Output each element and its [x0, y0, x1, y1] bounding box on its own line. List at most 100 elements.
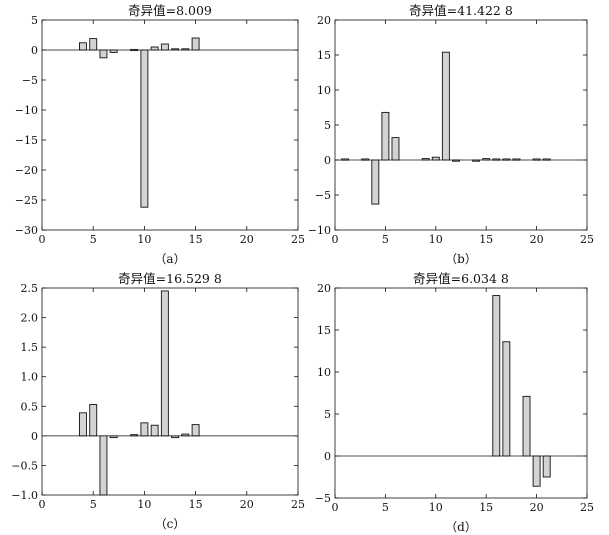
- y-tick-label: −30: [15, 224, 38, 237]
- bar: [171, 435, 180, 439]
- bar: [381, 111, 390, 161]
- bar: [492, 295, 501, 457]
- y-tick-label: −5: [315, 189, 331, 202]
- subplot-title: 奇异值=41.422 8: [409, 3, 513, 18]
- y-tick-label: 0: [31, 44, 38, 57]
- subplot-caption: （d）: [445, 520, 477, 534]
- bar: [542, 158, 551, 161]
- y-tick-label: −25: [15, 194, 38, 207]
- bar: [130, 434, 139, 437]
- y-tick-label: 0: [31, 430, 38, 443]
- bar: [522, 395, 531, 457]
- y-tick-label: 5: [324, 119, 331, 132]
- y-tick-label: −10: [15, 104, 38, 117]
- y-tick-label: −1.0: [11, 489, 38, 502]
- bar: [160, 290, 169, 437]
- bar: [191, 424, 200, 437]
- bar: [109, 49, 118, 53]
- y-tick-label: 1.0: [21, 371, 39, 384]
- bar: [532, 158, 541, 161]
- bar: [542, 455, 551, 478]
- subplot-title: 奇异值=6.034 8: [413, 271, 509, 286]
- subplot-1: 0 5 10 15 20 25 −10 −5 0 5 10 15 20 奇异值=41.422 8 （b）: [308, 3, 594, 266]
- y-tick-label: 10: [317, 366, 331, 379]
- bar: [160, 43, 169, 51]
- bar: [492, 158, 501, 161]
- x-tick-label: 5: [90, 498, 97, 511]
- plot-frame: [334, 287, 588, 499]
- bar: [472, 159, 481, 162]
- x-tick-label: 0: [39, 498, 46, 511]
- x-tick-label: 5: [90, 233, 97, 246]
- y-tick-label: 15: [317, 49, 331, 62]
- x-tick-label: 15: [479, 501, 493, 514]
- bar: [109, 435, 118, 439]
- y-tick-label: 0.5: [21, 400, 39, 413]
- bar: [171, 48, 180, 51]
- x-tick-label: 5: [382, 233, 389, 246]
- subplot-caption: （a）: [154, 252, 185, 266]
- x-tick-label: 25: [580, 233, 594, 246]
- y-tick-label: 5: [31, 14, 38, 27]
- subplot-0: 0 5 10 15 20 25 −30 −25 −20 −15 −10 −5 0 5 奇异值=8.009 （a…: [15, 3, 305, 266]
- bar: [191, 37, 200, 51]
- bar: [371, 159, 380, 205]
- x-tick-label: 20: [530, 233, 544, 246]
- bar: [140, 422, 149, 437]
- bar: [532, 455, 541, 487]
- subplot-2: 0 5 10 15 20 25 −1.0 −0.5 0 0.5 1.0 1.5 2.0 2.5 奇异值=16…: [11, 271, 305, 531]
- y-tick-label: 0: [324, 154, 331, 167]
- bar: [150, 46, 159, 51]
- x-tick-label: 20: [240, 233, 254, 246]
- subplot-caption: （b）: [445, 252, 477, 266]
- y-tick-label: 20: [317, 14, 331, 27]
- x-tick-label: 10: [429, 233, 443, 246]
- bar: [421, 158, 430, 161]
- bar: [150, 424, 159, 437]
- y-tick-label: −0.5: [11, 459, 38, 472]
- bar: [391, 137, 400, 161]
- y-tick-label: 0: [324, 450, 331, 463]
- x-tick-label: 25: [291, 233, 305, 246]
- x-tick-label: 5: [382, 501, 389, 514]
- y-tick-label: −5: [22, 74, 38, 87]
- y-tick-label: −15: [15, 134, 38, 147]
- bar: [79, 412, 87, 437]
- y-tick-label: 20: [317, 282, 331, 295]
- subplot-title: 奇异值=16.529 8: [118, 271, 222, 286]
- x-tick-label: 0: [332, 233, 339, 246]
- subplot-title: 奇异值=8.009: [128, 3, 212, 18]
- bar: [89, 38, 98, 51]
- x-tick-label: 10: [137, 233, 151, 246]
- x-tick-label: 15: [189, 233, 203, 246]
- bar: [361, 158, 370, 161]
- y-tick-label: 2.0: [21, 312, 39, 325]
- y-tick-label: 5: [324, 408, 331, 421]
- bar: [79, 42, 87, 51]
- bar: [89, 404, 98, 437]
- bar: [181, 433, 190, 437]
- bar: [181, 48, 190, 51]
- bar: [99, 435, 108, 496]
- bar: [452, 159, 460, 162]
- x-tick-label: 20: [530, 501, 544, 514]
- x-tick-label: 25: [580, 501, 594, 514]
- y-tick-label: 1.5: [21, 341, 39, 354]
- y-tick-label: −5: [315, 492, 331, 505]
- bar: [441, 51, 450, 161]
- bar: [140, 49, 149, 208]
- y-tick-label: −20: [15, 164, 38, 177]
- bar: [431, 156, 440, 161]
- bar: [482, 158, 491, 161]
- x-tick-label: 10: [137, 498, 151, 511]
- bar: [502, 341, 511, 457]
- x-tick-label: 10: [429, 501, 443, 514]
- x-tick-label: 20: [240, 498, 254, 511]
- x-tick-label: 15: [479, 233, 493, 246]
- bar: [512, 158, 521, 161]
- bar: [99, 49, 108, 59]
- x-tick-label: 0: [39, 233, 46, 246]
- bar: [502, 158, 511, 161]
